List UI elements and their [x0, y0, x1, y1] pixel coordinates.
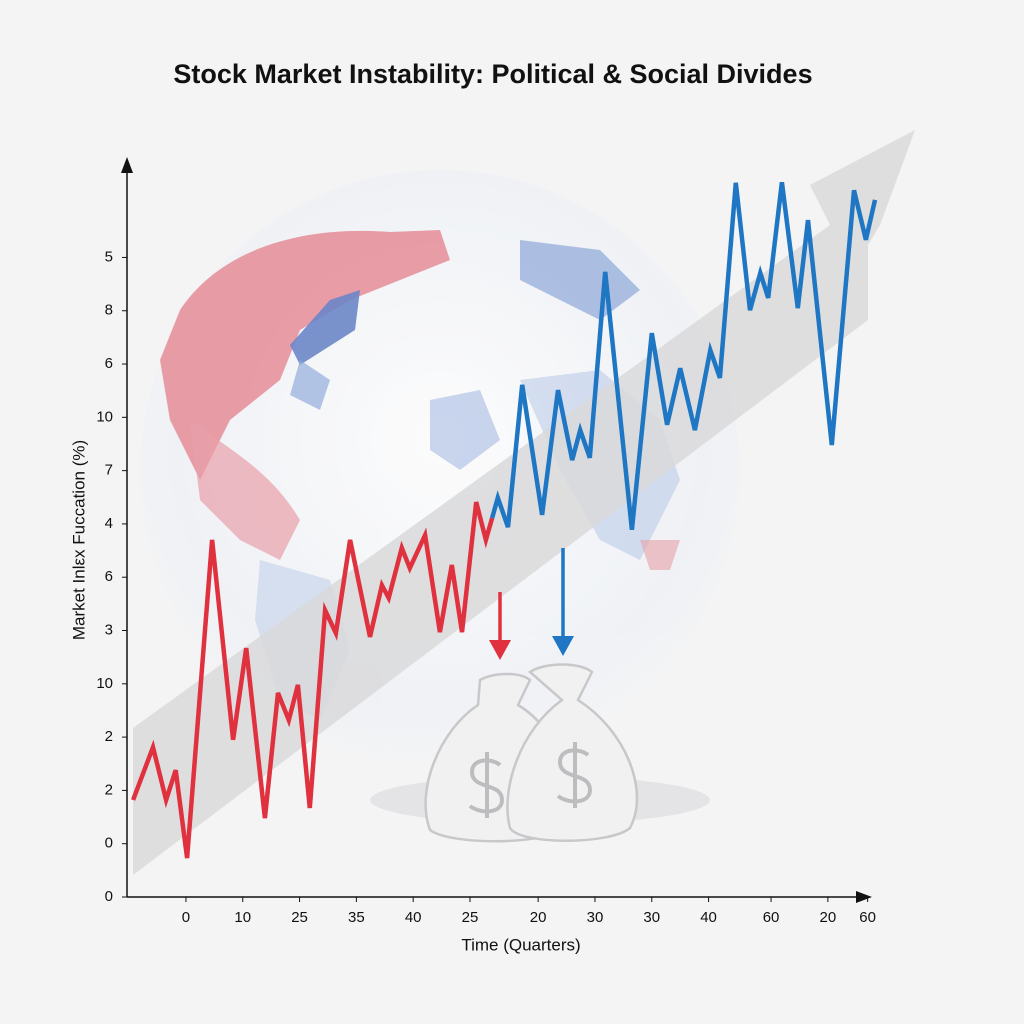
chart-title: Stock Market Instability: Political & So… — [173, 59, 812, 89]
line-series — [130, 501, 495, 859]
x-tick-label: 30 — [587, 909, 604, 926]
y-axis-arrow — [121, 157, 133, 173]
x-tick-label: 60 — [859, 909, 876, 926]
x-tick-label: 60 — [763, 909, 780, 926]
y-tick-label: 10 — [96, 675, 113, 692]
plot: 0 0 2 2 10 3 6 4 7 10 6 8 5 0 10 25 35 40 25 20 30 30 40 60 20 60 — [96, 182, 878, 926]
pointer-arrows — [489, 548, 574, 660]
x-tick-label: 25 — [462, 909, 479, 926]
x-axis-arrow — [856, 891, 872, 903]
y-tick-label: 0 — [105, 888, 113, 905]
x-axis-label: Time (Quarters) — [461, 935, 580, 954]
y-tick-label: 6 — [105, 355, 113, 372]
x-tick-label: 35 — [348, 909, 365, 926]
x-tick-label: 20 — [820, 909, 837, 926]
y-tick-label: 3 — [105, 621, 113, 638]
y-tick-label: 2 — [105, 781, 113, 798]
x-tick-label: 20 — [530, 909, 547, 926]
x-tick-label: 40 — [700, 909, 717, 926]
y-tick-label: 8 — [105, 302, 113, 319]
y-tick-label: 0 — [105, 835, 113, 852]
x-tick-label: 10 — [234, 909, 251, 926]
y-tick-label: 4 — [105, 515, 113, 532]
y-tick-label: 5 — [105, 248, 113, 265]
trend-arrow — [133, 130, 915, 875]
y-tick-label: 10 — [96, 408, 113, 425]
x-tick-label: 25 — [291, 909, 308, 926]
x-tick-label: 40 — [405, 909, 422, 926]
y-axis-label: Market Inlεx Fuccation (%) — [69, 440, 88, 640]
y-tick-label: 7 — [105, 462, 113, 479]
x-tick-label: 0 — [182, 909, 190, 926]
x-tick-label: 30 — [643, 909, 660, 926]
y-tick-label: 2 — [105, 728, 113, 745]
y-tick-label: 6 — [105, 568, 113, 585]
money-bags — [424, 663, 639, 843]
line-series — [489, 182, 878, 531]
